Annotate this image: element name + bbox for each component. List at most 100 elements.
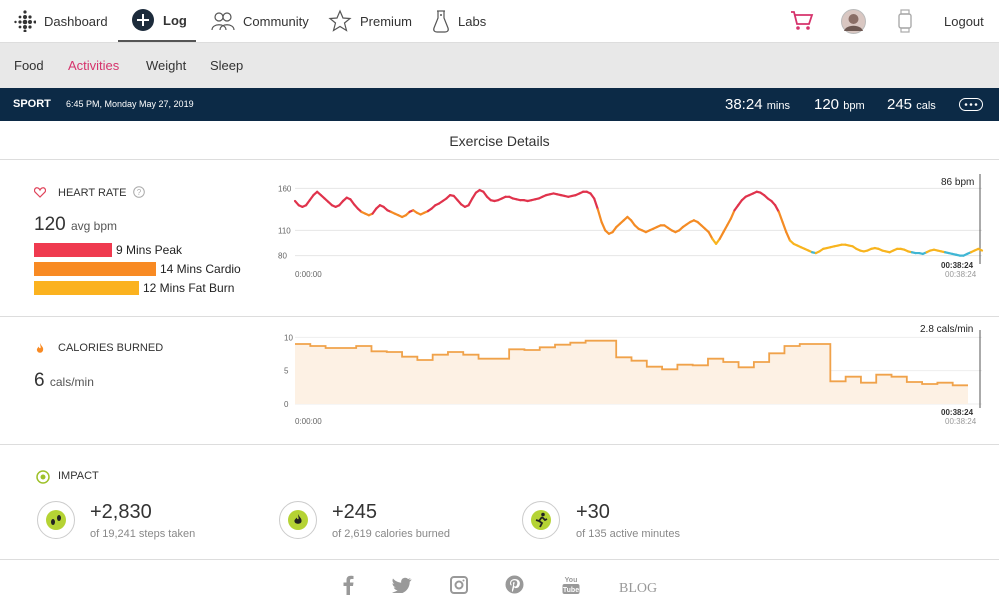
nav-log[interactable]: Log: [118, 0, 196, 42]
subnav-food[interactable]: Food: [14, 58, 44, 73]
nav-premium[interactable]: Premium: [328, 0, 412, 42]
logout-link[interactable]: Logout: [944, 0, 984, 42]
zone-label: 14 Mins Cardio: [160, 262, 241, 276]
y-tick-label: 160: [278, 184, 292, 193]
watch-icon: [898, 9, 912, 33]
hr-line-segment: [785, 230, 792, 242]
nav-dashboard-label: Dashboard: [44, 13, 108, 29]
activity-datetime: 6:45 PM, Monday May 27, 2019: [66, 99, 194, 109]
cart-icon: [791, 11, 814, 30]
sub-nav: Food Activities Weight Sleep: [0, 43, 999, 88]
svg-text:Tube: Tube: [563, 587, 579, 594]
calories-area: [295, 340, 968, 404]
hr-avg-value: 120: [34, 214, 66, 235]
cal-end-time-axis: 00:38:24: [945, 417, 977, 426]
steps-badge: [37, 501, 75, 539]
hr-end-value: 86 bpm: [941, 177, 975, 188]
target-icon: [36, 470, 50, 484]
avatar-icon: [841, 8, 866, 34]
svg-text:?: ?: [137, 188, 142, 197]
nav-labs[interactable]: Labs: [432, 0, 486, 42]
hr-line-segment: [467, 197, 474, 207]
twitter-icon[interactable]: [392, 577, 412, 593]
zone-bar: [34, 281, 139, 295]
ellipsis-icon: [964, 103, 978, 106]
hr-line-segment: [600, 220, 607, 232]
bpm-value: 120: [814, 96, 840, 113]
calories-sub: of 2,619 calories burned: [332, 528, 451, 540]
hr-start-time: 0:00:00: [295, 270, 322, 279]
y-tick-label: 110: [278, 226, 291, 235]
hr-end-time: 00:38:24: [941, 261, 974, 270]
flask-icon: [433, 10, 449, 33]
cart-button[interactable]: [790, 0, 814, 42]
hr-line-segment: [777, 210, 784, 224]
help-icon[interactable]: ?: [133, 186, 145, 198]
blog-link[interactable]: BLOG: [619, 581, 658, 596]
impact-label: IMPACT: [58, 470, 99, 482]
y-tick-label: 0: [284, 400, 289, 409]
heart-icon: [34, 187, 46, 198]
avatar[interactable]: [841, 0, 866, 42]
zone-bar: [34, 243, 112, 257]
zone-bar: [34, 262, 156, 276]
subnav-sleep[interactable]: Sleep: [210, 58, 244, 73]
flame-icon: [294, 514, 302, 524]
steps-sub: of 19,241 steps taken: [90, 528, 196, 540]
hr-line-segment: [593, 197, 599, 211]
bpm-unit: bpm: [843, 100, 865, 112]
cal-avg: 6 cals/min: [34, 370, 94, 392]
nav-log-label: Log: [163, 12, 187, 28]
pinterest-icon[interactable]: [505, 575, 524, 594]
cals-value: 245: [887, 96, 913, 113]
subnav-activities[interactable]: Activities: [68, 58, 120, 73]
active-minutes-badge: [522, 501, 560, 539]
nav-labs-label: Labs: [458, 13, 487, 29]
active-minutes-sub: of 135 active minutes: [576, 528, 680, 540]
community-icon: [211, 12, 235, 31]
youtube-icon[interactable]: You Tube: [562, 574, 580, 596]
hr-line-segment: [774, 204, 780, 214]
hr-avg: 120 avg bpm: [34, 214, 117, 236]
section-title: Exercise Details: [0, 122, 999, 160]
nav-community[interactable]: Community: [211, 0, 309, 42]
hr-avg-unit: avg bpm: [70, 219, 118, 233]
nav-premium-label: Premium: [360, 13, 413, 29]
top-nav: Dashboard Log Community Premium Labs: [0, 0, 999, 43]
hr-end-time-axis: 00:38:24: [945, 270, 977, 279]
instagram-icon[interactable]: [450, 576, 468, 594]
steps-value: +2,830: [90, 501, 152, 523]
duration-stat: 38:24 mins: [725, 96, 790, 113]
activity-header-bar: SPORT 6:45 PM, Monday May 27, 2019 38:24…: [0, 88, 999, 121]
subnav-weight[interactable]: Weight: [146, 58, 187, 73]
divider: [0, 316, 999, 317]
duration-unit: mins: [766, 100, 790, 112]
runner-icon: [535, 512, 548, 528]
y-tick-label: 80: [278, 252, 287, 261]
hr-line-segment: [726, 217, 732, 227]
active-minutes-value: +30: [576, 501, 610, 523]
nav-community-label: Community: [243, 13, 309, 29]
hr-line-segment: [707, 230, 714, 240]
calories-label: CALORIES BURNED: [58, 342, 164, 354]
y-tick-label: 5: [284, 367, 289, 376]
more-options-button[interactable]: [959, 98, 983, 111]
hr-line-segment: [722, 224, 729, 234]
svg-text:You: You: [565, 577, 578, 584]
flame-small-icon: [36, 343, 44, 353]
cals-unit: cals: [916, 100, 936, 112]
hr-line-segment: [729, 209, 736, 220]
calories-value: +245: [332, 501, 378, 523]
star-icon: [328, 9, 352, 32]
nav-dashboard[interactable]: Dashboard: [14, 0, 108, 42]
divider: [0, 444, 999, 445]
bpm-stat: 120 bpm: [814, 96, 865, 113]
facebook-icon[interactable]: [342, 575, 354, 595]
cal-avg-value: 6: [34, 370, 45, 391]
cal-end-time: 00:38:24: [941, 408, 974, 417]
activity-type: SPORT: [13, 98, 51, 110]
zone-label: 9 Mins Peak: [116, 243, 183, 257]
device-button[interactable]: [896, 0, 914, 42]
cals-stat: 245 cals: [887, 96, 936, 113]
hr-line-segment: [977, 247, 984, 252]
